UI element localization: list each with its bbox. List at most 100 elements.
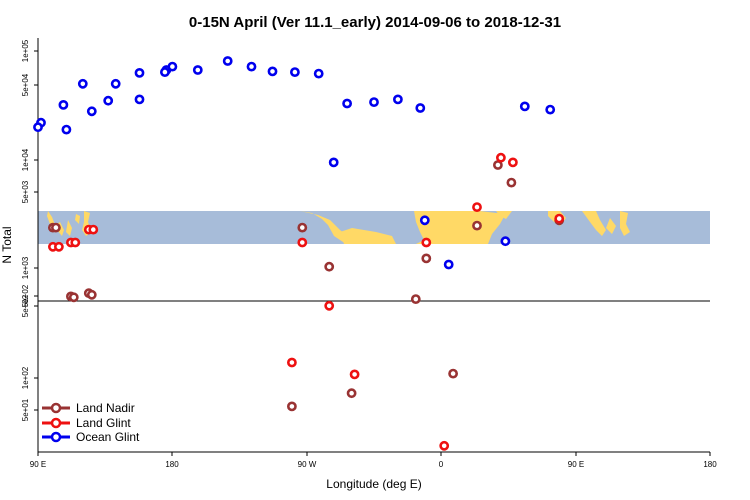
y-axis-label: N Total (0, 226, 14, 263)
point-ocean-glint (159, 67, 170, 77)
point-ocean-glint (110, 78, 121, 89)
point-ocean-glint (415, 103, 426, 113)
point-ocean-glint (167, 61, 178, 72)
y-tick: 5e+04 (21, 73, 38, 96)
point-land-glint (554, 213, 565, 224)
legend-item-ocean-glint: Ocean Glint (42, 430, 140, 444)
landmass-africa (414, 211, 506, 244)
point-land-nadir (324, 261, 335, 272)
y-tick: 5e+02 (21, 284, 38, 307)
x-tick-label: 180 (703, 460, 717, 469)
point-land-glint (439, 440, 450, 451)
y-tick-label: 1e+04 (21, 148, 30, 171)
landmass-arabia (496, 211, 512, 219)
point-land-glint (349, 369, 360, 380)
x-axis-ticks: 90 E 180 90 W 0 90 E 180 (30, 452, 717, 469)
x-tick: 90 E (30, 452, 46, 469)
chart-frame (37, 38, 710, 453)
point-land-nadir (86, 289, 97, 300)
y-tick-label: 1e+03 (21, 256, 30, 279)
y-tick: 1e+04 (21, 148, 38, 171)
point-ocean-glint (342, 98, 352, 109)
legend-item-land-glint: Land Glint (42, 416, 131, 430)
point-ocean-glint (61, 124, 72, 135)
legend-marker (50, 431, 62, 443)
y-tick: 1e+05 (21, 39, 38, 62)
point-land-nadir (506, 177, 517, 188)
point-land-nadir (472, 220, 482, 231)
x-tick-label: 90 E (568, 460, 584, 469)
x-tick-label: 0 (439, 460, 444, 469)
x-tick: 90 W (298, 452, 317, 469)
landmass-southeast-asia-right (582, 211, 630, 236)
point-land-nadir (421, 253, 432, 264)
point-ocean-glint (33, 122, 43, 133)
y-tick: 1e+03 (21, 256, 38, 279)
point-land-glint (508, 157, 518, 168)
y-tick: 5e+03 (21, 180, 38, 203)
y-tick-label: 5e+02 (21, 284, 30, 307)
y-tick-label: 1e+02 (21, 366, 30, 389)
landmass-south-america (340, 228, 396, 244)
x-tick: 90 E (568, 452, 584, 469)
point-ocean-glint (419, 215, 430, 226)
point-land-glint (88, 224, 99, 235)
point-ocean-glint (313, 68, 324, 79)
y-tick-label: 5e+03 (21, 180, 30, 203)
world-map-strip (38, 211, 710, 244)
point-ocean-glint (369, 97, 379, 107)
point-land-glint (421, 237, 432, 248)
point-ocean-glint (545, 104, 556, 115)
point-ocean-glint (246, 61, 257, 72)
point-land-glint (286, 357, 297, 368)
legend: Land Nadir Land Glint Ocean Glint (42, 401, 140, 444)
legend-marker (50, 402, 62, 414)
point-ocean-glint (328, 157, 339, 168)
x-tick: 0 (439, 452, 444, 469)
point-land-nadir (297, 222, 308, 233)
point-land-glint (54, 241, 64, 252)
legend-label: Land Nadir (76, 401, 135, 415)
y-axis-ticks: 1e+05 5e+04 1e+04 5e+03 1e+03 5e+02 5e+0… (21, 39, 38, 421)
legend-label: Ocean Glint (76, 430, 140, 444)
point-ocean-glint (267, 66, 278, 77)
point-land-nadir (68, 292, 79, 303)
legend-item-land-nadir: Land Nadir (42, 401, 135, 415)
data-points (33, 56, 565, 451)
y-tick-label: 1e+05 (21, 39, 30, 62)
point-land-nadir (410, 294, 421, 304)
point-land-glint (472, 202, 482, 212)
point-ocean-glint (86, 106, 97, 117)
chart-title: 0-15N April (Ver 11.1_early) 2014-09-06 … (189, 14, 561, 31)
point-ocean-glint (58, 100, 69, 110)
point-ocean-glint (134, 94, 145, 105)
y-tick: 5e+01 (21, 398, 38, 421)
point-land-nadir (448, 368, 458, 379)
x-tick-label: 90 W (298, 460, 317, 469)
y-tick: 5e+02 (21, 294, 38, 317)
point-ocean-glint (392, 94, 403, 105)
point-land-nadir (346, 388, 357, 399)
point-ocean-glint (103, 95, 114, 106)
y-tick: 1e+02 (21, 366, 38, 389)
point-ocean-glint (192, 65, 203, 75)
point-ocean-glint (289, 67, 300, 77)
y-tick-label: 5e+02 (21, 294, 30, 317)
point-ocean-glint (443, 259, 454, 270)
y-tick-label: 5e+01 (21, 398, 30, 421)
point-ocean-glint (134, 68, 145, 78)
x-tick-label: 180 (165, 460, 179, 469)
point-ocean-glint (222, 56, 233, 66)
point-land-glint (297, 237, 308, 248)
point-ocean-glint (77, 78, 88, 89)
point-land-glint (324, 300, 335, 311)
x-tick-label: 90 E (30, 460, 46, 469)
point-land-glint (495, 152, 506, 163)
legend-label: Land Glint (76, 416, 131, 430)
point-ocean-glint (519, 101, 530, 112)
x-tick: 180 (165, 452, 179, 469)
x-axis-label: Longitude (deg E) (326, 477, 421, 491)
x-tick: 180 (703, 452, 717, 469)
point-land-nadir (51, 222, 61, 233)
